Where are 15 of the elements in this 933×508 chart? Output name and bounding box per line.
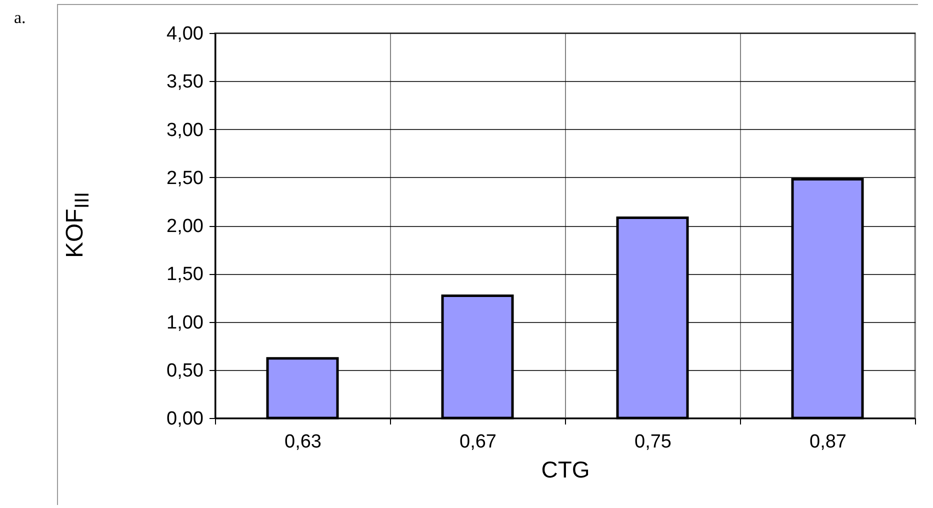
y-tick-label: 1,00 [166, 312, 204, 334]
y-tick-label: 0,00 [166, 408, 204, 430]
text: a. [14, 8, 26, 28]
x-axis-title: CTG [541, 456, 590, 482]
y-tick-label: 1,50 [166, 264, 204, 286]
y-tick-label: 3,50 [166, 72, 204, 93]
y-tick-label: 4,00 [166, 24, 204, 44]
x-tick-label: 0,67 [460, 432, 496, 452]
y-tick-label: 3,00 [166, 120, 204, 141]
y-tick-label: 0,50 [166, 360, 204, 382]
y-tick-label: 2,50 [166, 168, 204, 189]
x-tick-label: 0,63 [284, 432, 322, 452]
x-tick-label: 0,75 [634, 432, 672, 452]
x-tick-label: 0,87 [810, 432, 846, 452]
y-tick-label: 2,00 [166, 216, 204, 237]
